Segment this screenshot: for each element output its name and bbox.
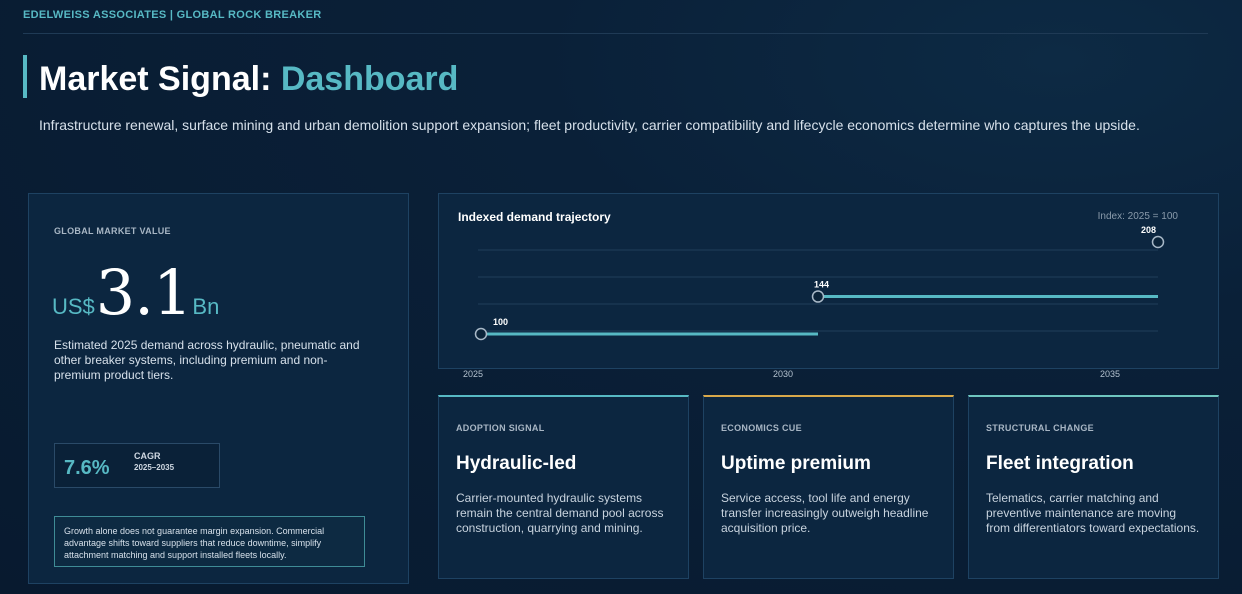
title-accent-bar — [23, 55, 27, 98]
page-title-main: Market Signal: — [39, 60, 281, 98]
data-point-2025 — [474, 327, 488, 341]
signal-card-adoption: ADOPTION SIGNAL Hydraulic-led Carrier-mo… — [438, 395, 689, 579]
market-value-suffix: Bn — [192, 294, 220, 319]
data-label-2035: 208 — [1141, 225, 1156, 235]
market-value-description: Estimated 2025 demand across hydraulic, … — [54, 338, 360, 382]
signal-text: Service access, tool life and energy tra… — [721, 491, 929, 535]
chart-index-note: Index: 2025 = 100 — [1097, 211, 1178, 222]
signal-heading: Uptime premium — [721, 453, 871, 474]
signal-card-structural: STRUCTURAL CHANGE Fleet integration Tele… — [968, 395, 1219, 579]
signal-heading: Fleet integration — [986, 453, 1134, 474]
data-point-2035 — [1151, 235, 1165, 249]
signal-label: ECONOMICS CUE — [721, 423, 802, 433]
page-title: Market Signal: Dashboard — [39, 60, 458, 99]
x-tick-2035: 2035 — [1100, 369, 1121, 379]
signal-heading: Hydraulic-led — [456, 453, 577, 474]
demand-chart: 100 144 208 — [474, 225, 1165, 341]
page-subtitle: Infrastructure renewal, surface mining a… — [39, 117, 1140, 133]
data-label-2025: 100 — [493, 317, 508, 327]
data-point-2030 — [811, 290, 825, 303]
market-value-prefix: US$ — [52, 294, 95, 319]
brand-label: EDELWEISS ASSOCIATES | GLOBAL ROCK BREAK… — [23, 9, 322, 21]
signal-label: STRUCTURAL CHANGE — [986, 423, 1094, 433]
cagr-value: 7.6% — [64, 457, 110, 479]
signal-text: Telematics, carrier matching and prevent… — [986, 491, 1200, 535]
signal-text: Carrier-mounted hydraulic systems remain… — [456, 491, 664, 535]
x-tick-2030: 2030 — [773, 369, 794, 379]
margin-note: Growth alone does not guarantee margin e… — [54, 516, 365, 567]
cagr-range: 2025–2035 — [134, 463, 175, 472]
market-value-number: 3.1 — [95, 256, 193, 329]
market-value: US$ 3.1 Bn — [52, 256, 219, 329]
market-value-label: GLOBAL MARKET VALUE — [54, 226, 171, 236]
market-value-card: GLOBAL MARKET VALUE US$ 3.1 Bn Estimated… — [28, 193, 409, 584]
x-tick-2025: 2025 — [463, 369, 484, 379]
cagr-label: CAGR — [134, 451, 161, 461]
page-title-highlight: Dashboard — [280, 60, 459, 98]
data-label-2030: 144 — [814, 280, 829, 290]
signal-label: ADOPTION SIGNAL — [456, 423, 545, 433]
chart-title: Indexed demand trajectory — [458, 210, 611, 224]
top-bar: EDELWEISS ASSOCIATES | GLOBAL ROCK BREAK… — [23, 8, 1208, 34]
signal-card-economics: ECONOMICS CUE Uptime premium Service acc… — [703, 395, 954, 579]
cagr-box: 7.6% CAGR 2025–2035 — [54, 443, 220, 488]
demand-chart-card: Indexed demand trajectory Index: 2025 = … — [438, 193, 1219, 369]
